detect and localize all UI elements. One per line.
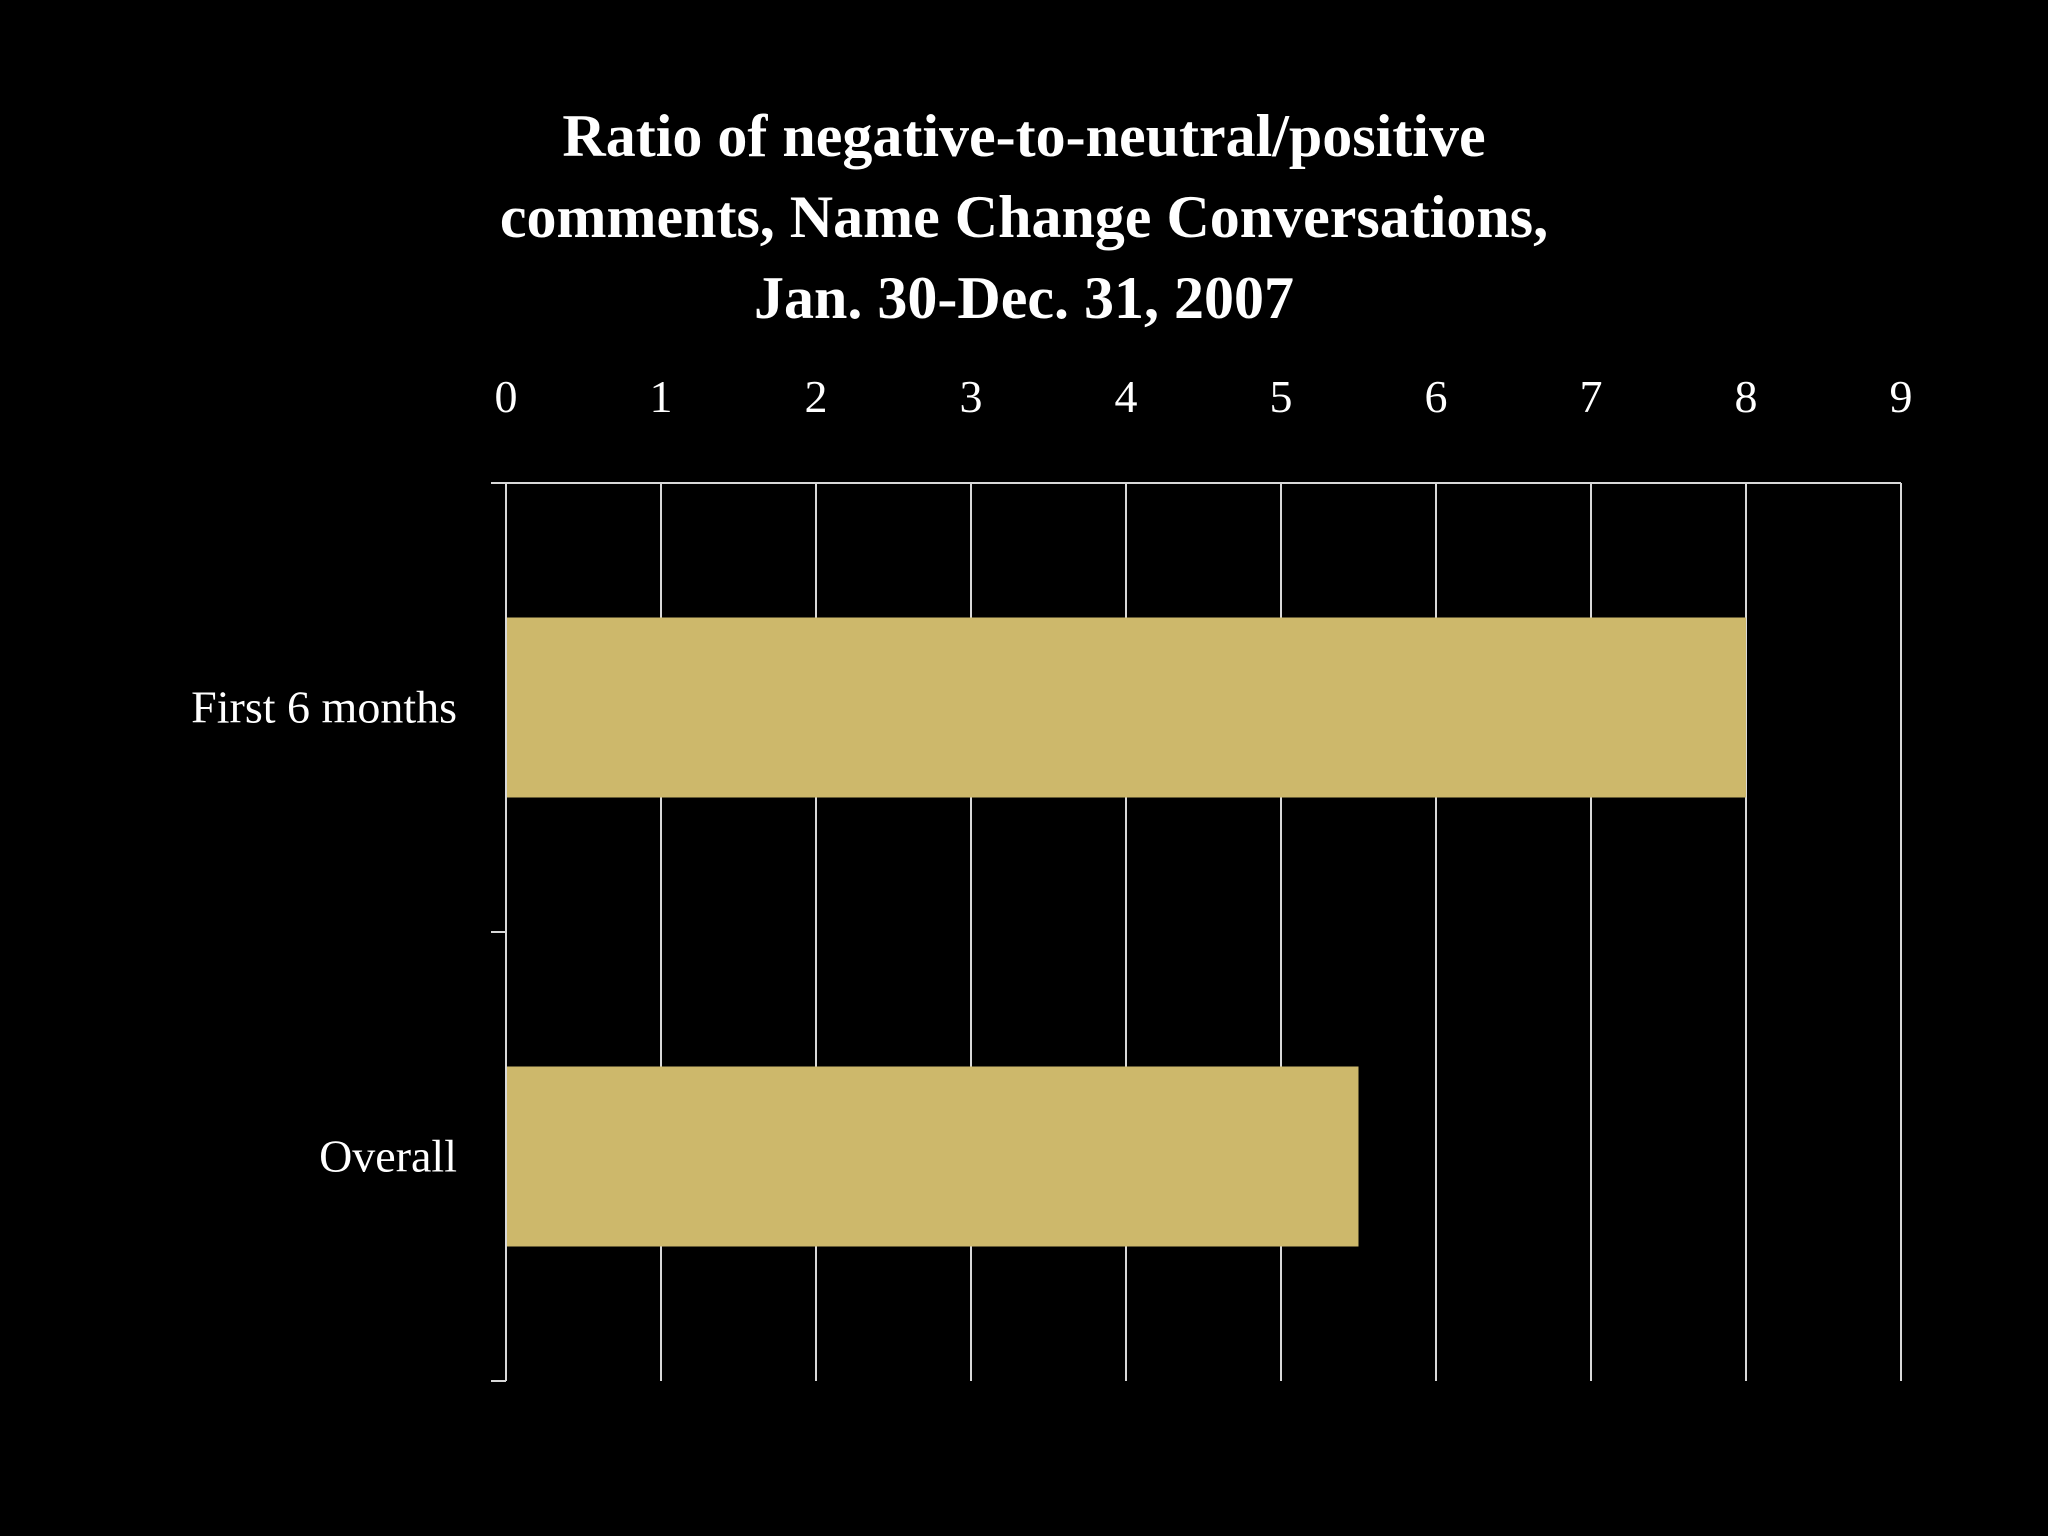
x-tick-label-4: 4 <box>1115 371 1138 422</box>
chart-title-line-2: comments, Name Change Conversations, <box>499 184 1549 250</box>
bars <box>506 617 1746 1247</box>
chart-title-line-3: Jan. 30-Dec. 31, 2007 <box>754 265 1294 331</box>
x-tick-label-0: 0 <box>495 371 518 422</box>
chart-title: Ratio of negative-to-neutral/positive co… <box>0 96 2048 339</box>
category-label-2: Overall <box>319 1131 457 1182</box>
x-tick-label-5: 5 <box>1270 371 1293 422</box>
category-label-1: First 6 months <box>191 682 457 733</box>
x-tick-label-3: 3 <box>960 371 983 422</box>
axes <box>491 482 1901 1382</box>
x-tick-label-1: 1 <box>650 371 673 422</box>
x-tick-label-6: 6 <box>1425 371 1448 422</box>
chart-title-line-1: Ratio of negative-to-neutral/positive <box>562 103 1486 169</box>
bar-1 <box>506 617 1746 798</box>
bar-2 <box>506 1066 1359 1247</box>
labels: 0 1 2 3 4 5 6 7 8 9 First 6 months Overall <box>191 371 1912 1182</box>
x-tick-label-2: 2 <box>805 371 828 422</box>
x-tick-label-9: 9 <box>1890 371 1913 422</box>
x-tick-label-7: 7 <box>1580 371 1603 422</box>
x-tick-label-8: 8 <box>1735 371 1758 422</box>
